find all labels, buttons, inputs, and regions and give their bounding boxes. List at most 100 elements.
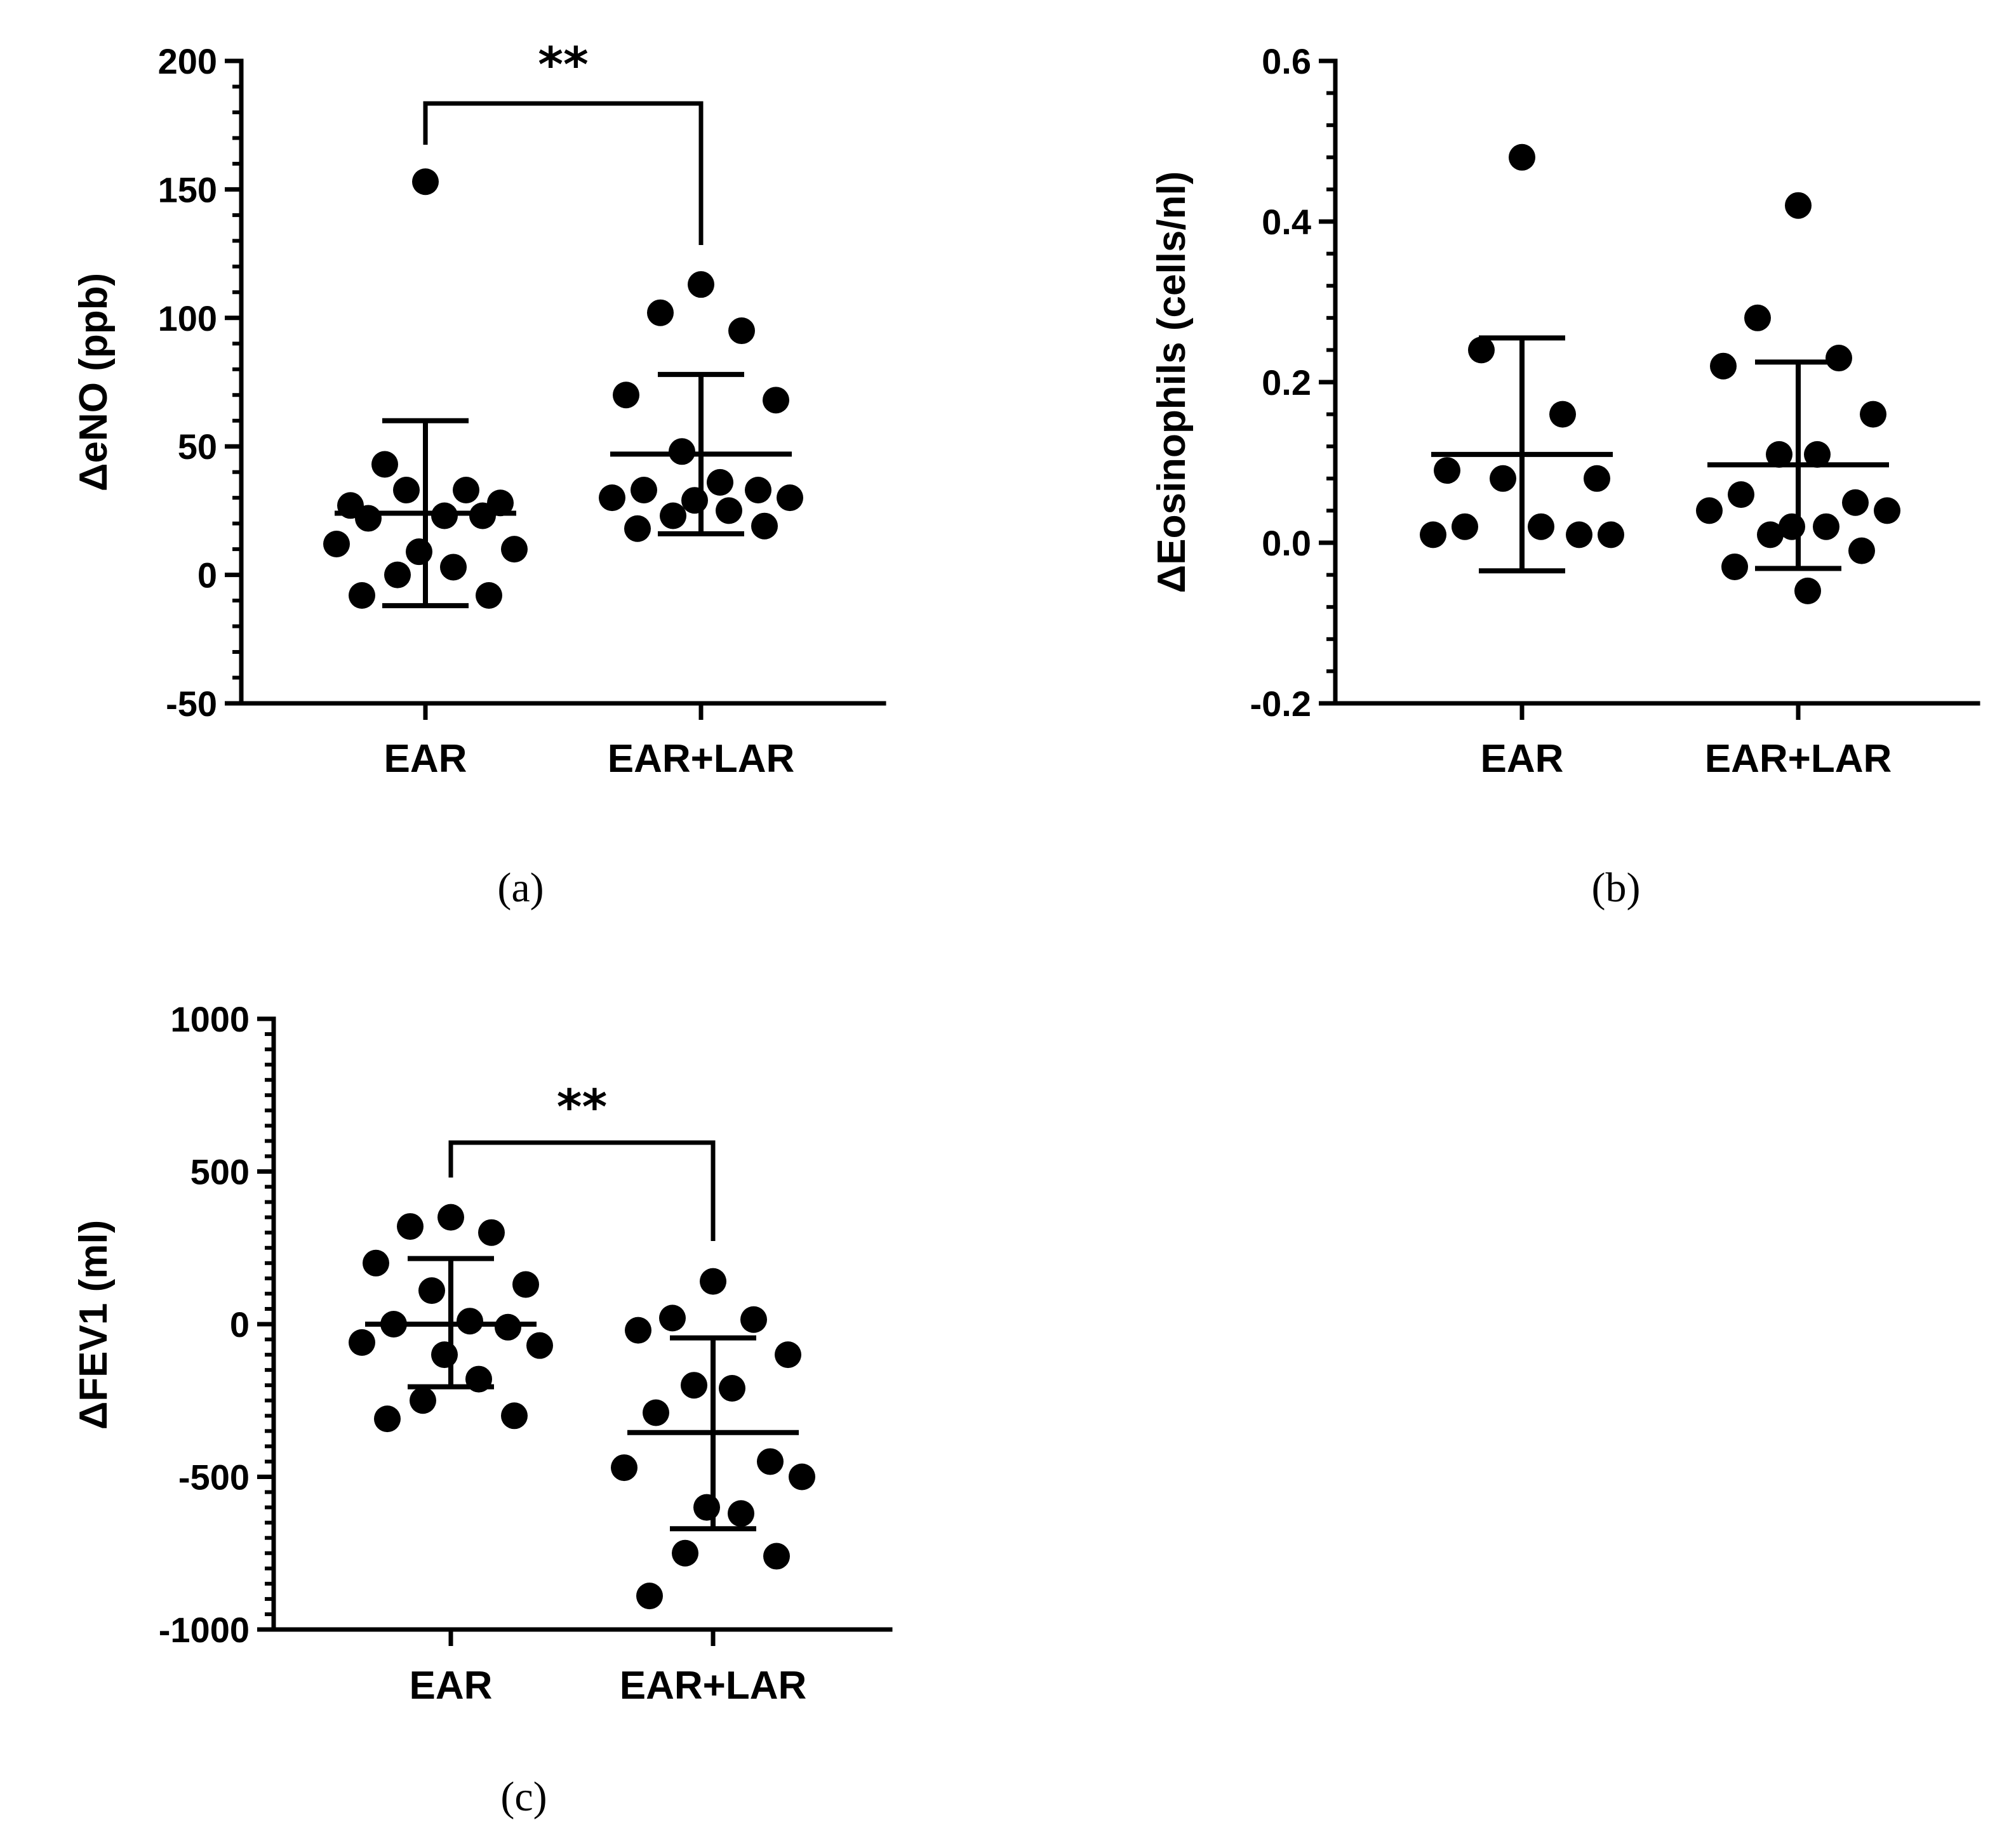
data-point xyxy=(636,1583,663,1610)
y-tick-label: -0.2 xyxy=(1250,684,1312,724)
data-point xyxy=(688,271,714,298)
data-point xyxy=(1420,521,1446,548)
panel-a-y-axis-title: ΔeNO (ppb) xyxy=(72,273,116,491)
data-point xyxy=(418,1277,445,1304)
data-point xyxy=(1860,401,1886,428)
data-point xyxy=(371,451,398,478)
panel-a-axes xyxy=(239,58,886,706)
data-point xyxy=(693,1494,720,1521)
data-point xyxy=(349,1329,375,1356)
data-point xyxy=(380,1311,407,1337)
data-point xyxy=(1528,513,1554,540)
data-point xyxy=(453,477,479,504)
significance-label: ** xyxy=(538,36,589,93)
data-point xyxy=(643,1399,669,1426)
data-point xyxy=(374,1405,401,1433)
data-point xyxy=(624,515,651,542)
y-tick-label: 150 xyxy=(158,169,217,209)
data-point xyxy=(647,299,674,326)
data-point xyxy=(476,581,502,609)
data-point xyxy=(501,536,528,563)
data-point xyxy=(1452,513,1478,540)
y-tick-label: 200 xyxy=(158,41,217,81)
data-point xyxy=(716,497,742,524)
data-point xyxy=(1842,489,1869,516)
data-point xyxy=(775,1341,801,1369)
data-point xyxy=(1598,521,1624,548)
data-point xyxy=(740,1306,767,1333)
data-point xyxy=(1584,465,1610,492)
data-point xyxy=(457,1308,483,1335)
data-point xyxy=(431,1341,458,1369)
panel-b-category-label: EAR+LAR xyxy=(1705,737,1892,781)
data-point xyxy=(707,468,733,496)
data-point xyxy=(1696,497,1723,524)
data-point xyxy=(363,1249,389,1277)
data-point xyxy=(728,317,755,345)
data-point xyxy=(719,1375,745,1402)
data-point xyxy=(393,477,420,504)
data-point xyxy=(412,168,439,196)
data-point xyxy=(512,1271,539,1298)
data-point xyxy=(465,1365,492,1393)
data-point xyxy=(625,1317,651,1344)
data-point xyxy=(1826,345,1852,372)
panel-b-marks xyxy=(1420,143,1900,604)
panel-a-category-label: EAR xyxy=(384,737,467,781)
panel-b-axes xyxy=(1333,58,1980,706)
data-point xyxy=(613,382,639,409)
data-point xyxy=(1794,577,1821,604)
data-point xyxy=(745,477,771,504)
data-point xyxy=(495,1313,521,1341)
data-point xyxy=(1566,521,1592,548)
data-point xyxy=(611,1454,638,1482)
data-point xyxy=(1813,513,1839,540)
data-point xyxy=(1766,441,1792,468)
data-point xyxy=(1434,457,1460,484)
data-point xyxy=(1549,401,1576,428)
data-point xyxy=(349,581,375,609)
panel-b-category-label: EAR xyxy=(1481,737,1564,781)
data-point xyxy=(323,531,350,558)
data-point xyxy=(763,1543,790,1570)
y-tick-label: 500 xyxy=(190,1152,250,1192)
y-tick-label: 0.4 xyxy=(1262,202,1311,242)
data-point xyxy=(469,502,496,529)
data-point xyxy=(437,1204,464,1231)
y-tick-label: 1000 xyxy=(170,999,250,1039)
panel-b-label: (b) xyxy=(1592,865,1641,911)
y-tick-label: 0 xyxy=(230,1304,250,1344)
y-tick-label: 50 xyxy=(178,427,217,467)
data-point xyxy=(501,1402,528,1430)
panel-a-marks: ** xyxy=(323,36,803,609)
data-point xyxy=(410,1387,436,1414)
panel-c-category-label: EAR xyxy=(410,1664,493,1708)
data-point xyxy=(789,1463,815,1490)
data-point xyxy=(478,1219,505,1246)
data-point xyxy=(1785,192,1812,219)
y-tick-label: -50 xyxy=(166,684,217,724)
significance-label: ** xyxy=(557,1079,608,1135)
data-point xyxy=(728,1500,754,1527)
data-point xyxy=(777,484,803,512)
data-point xyxy=(1728,481,1754,508)
y-tick-label: 0.6 xyxy=(1262,41,1311,81)
data-point xyxy=(1804,441,1831,468)
data-point xyxy=(1721,553,1748,580)
data-point xyxy=(599,484,625,512)
data-point xyxy=(631,477,657,504)
data-point xyxy=(526,1332,553,1359)
panel-b: -0.2 0.0 0.2 0.4 0.6 ΔEosinophils (cells/nl)… xyxy=(1150,41,1980,911)
data-point xyxy=(397,1213,424,1240)
panel-b-y-ticks: -0.2 0.0 0.2 0.4 0.6 xyxy=(1250,41,1801,724)
panel-a-y-ticks: -50 0 50 100 150 200 xyxy=(158,41,704,724)
data-point xyxy=(355,505,382,532)
y-tick-label: 100 xyxy=(158,298,217,338)
data-point xyxy=(1490,465,1516,492)
y-tick-label: -1000 xyxy=(159,1610,250,1650)
data-point xyxy=(751,512,778,540)
panel-c-y-axis-title: ΔFEV1 (ml) xyxy=(72,1220,116,1430)
y-tick-label: 0.2 xyxy=(1262,362,1311,402)
data-point xyxy=(1848,537,1875,564)
